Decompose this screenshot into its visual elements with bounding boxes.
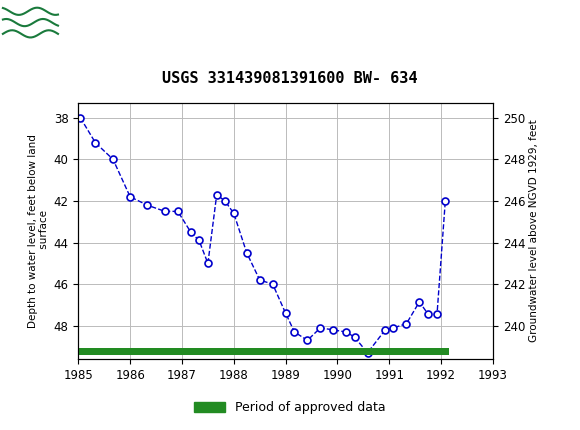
Text: USGS: USGS	[67, 14, 122, 31]
Bar	[78, 348, 449, 356]
Y-axis label: Depth to water level, feet below land
 surface: Depth to water level, feet below land su…	[28, 134, 49, 328]
Legend: Period of approved data: Period of approved data	[189, 396, 391, 419]
Y-axis label: Groundwater level above NGVD 1929, feet: Groundwater level above NGVD 1929, feet	[530, 120, 539, 343]
Bar	[3, 3, 58, 42]
Text: USGS 331439081391600 BW- 634: USGS 331439081391600 BW- 634	[162, 71, 418, 86]
